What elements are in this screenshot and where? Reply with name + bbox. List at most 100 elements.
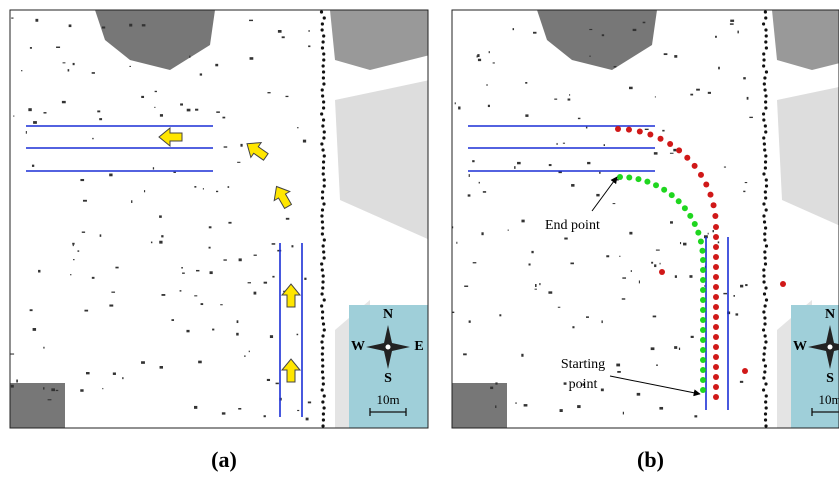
speckle	[244, 355, 245, 357]
red-trajectory-dot	[703, 181, 709, 187]
speckle	[303, 140, 306, 143]
speckle	[508, 230, 509, 231]
speckle	[248, 282, 251, 283]
speckle	[236, 333, 238, 336]
speckle	[56, 390, 59, 391]
speckle	[469, 320, 471, 322]
wall-dot	[323, 178, 326, 181]
wall-dot	[762, 388, 765, 391]
green-trajectory-dot	[700, 297, 706, 303]
speckle	[525, 114, 528, 117]
wall-dot	[321, 46, 324, 49]
red-trajectory-dot	[698, 172, 704, 178]
speckle	[564, 238, 567, 240]
wall-dot	[764, 226, 767, 229]
speckle	[472, 160, 474, 162]
wall-dot	[323, 394, 326, 397]
speckle	[69, 24, 72, 27]
wall-dot	[320, 340, 323, 343]
compass-s: S	[384, 371, 392, 386]
speckle	[589, 56, 590, 57]
speckle	[153, 167, 154, 169]
speckle	[194, 295, 197, 296]
speckle	[483, 191, 486, 193]
speckle	[16, 380, 18, 383]
wall-dot	[763, 76, 766, 79]
speckle	[159, 215, 162, 217]
speckle	[713, 230, 714, 232]
green-trajectory-dot	[700, 307, 706, 313]
wall-dot	[764, 412, 767, 415]
wall-dot	[764, 154, 767, 157]
speckle	[48, 399, 52, 400]
red-trajectory-dot	[713, 254, 719, 260]
speckle	[489, 51, 490, 53]
speckle	[216, 191, 218, 192]
wall-dot	[322, 250, 325, 253]
speckle	[131, 200, 132, 203]
speckle	[70, 274, 71, 275]
speckle	[535, 289, 537, 290]
speckle	[622, 277, 626, 278]
speckle	[743, 191, 745, 192]
wall-dot	[763, 250, 766, 253]
speckle	[578, 118, 580, 119]
speckle	[86, 372, 90, 374]
wall-dot	[762, 64, 765, 67]
red-trajectory-dot	[713, 234, 719, 240]
speckle	[521, 354, 523, 357]
green-trajectory-dot	[661, 187, 667, 193]
speckle	[463, 353, 467, 355]
speckle	[660, 263, 661, 265]
green-trajectory-dot	[635, 176, 641, 182]
speckle	[109, 305, 113, 307]
speckle	[240, 144, 242, 147]
wall-dot	[323, 184, 326, 187]
speckle	[675, 275, 677, 278]
speckle	[73, 63, 75, 65]
speckle	[637, 393, 640, 396]
red-trajectory-dot	[713, 304, 719, 310]
wall-dot	[764, 334, 767, 337]
red-trajectory-dot	[713, 374, 719, 380]
wall-dot	[321, 376, 324, 379]
wall-dot	[321, 268, 324, 271]
speckle	[182, 273, 185, 274]
red-trajectory-dot	[713, 344, 719, 350]
speckle	[563, 143, 565, 144]
map-panel: NSWE10m	[452, 10, 839, 428]
speckle	[606, 255, 609, 257]
speckle	[586, 127, 587, 129]
speckle	[62, 101, 66, 103]
speckle	[115, 267, 118, 269]
wall-dot	[322, 406, 325, 409]
speckle	[264, 282, 267, 284]
wall-dot	[323, 130, 326, 133]
speckle	[30, 309, 33, 311]
speckle	[210, 271, 213, 274]
wall-dot	[762, 52, 765, 55]
speckle	[187, 109, 191, 112]
wall-dot	[765, 178, 768, 181]
wall-dot	[764, 160, 767, 163]
speckle	[560, 409, 563, 412]
speckle	[730, 20, 734, 22]
speckle	[102, 388, 103, 389]
speckle	[155, 91, 157, 92]
speckle	[209, 226, 212, 228]
speckle	[84, 310, 88, 312]
speckle	[254, 292, 257, 295]
speckle	[654, 264, 656, 267]
speckle	[209, 247, 211, 249]
wall-dot	[765, 46, 768, 49]
wall-dot	[322, 274, 325, 277]
speckle	[10, 353, 14, 354]
wall-dot	[762, 274, 765, 277]
speckle	[469, 174, 470, 177]
scale-label: 10m	[818, 392, 839, 407]
speckle	[154, 107, 155, 108]
speckle	[490, 387, 493, 389]
speckle	[623, 412, 624, 415]
wall-dot	[321, 226, 324, 229]
